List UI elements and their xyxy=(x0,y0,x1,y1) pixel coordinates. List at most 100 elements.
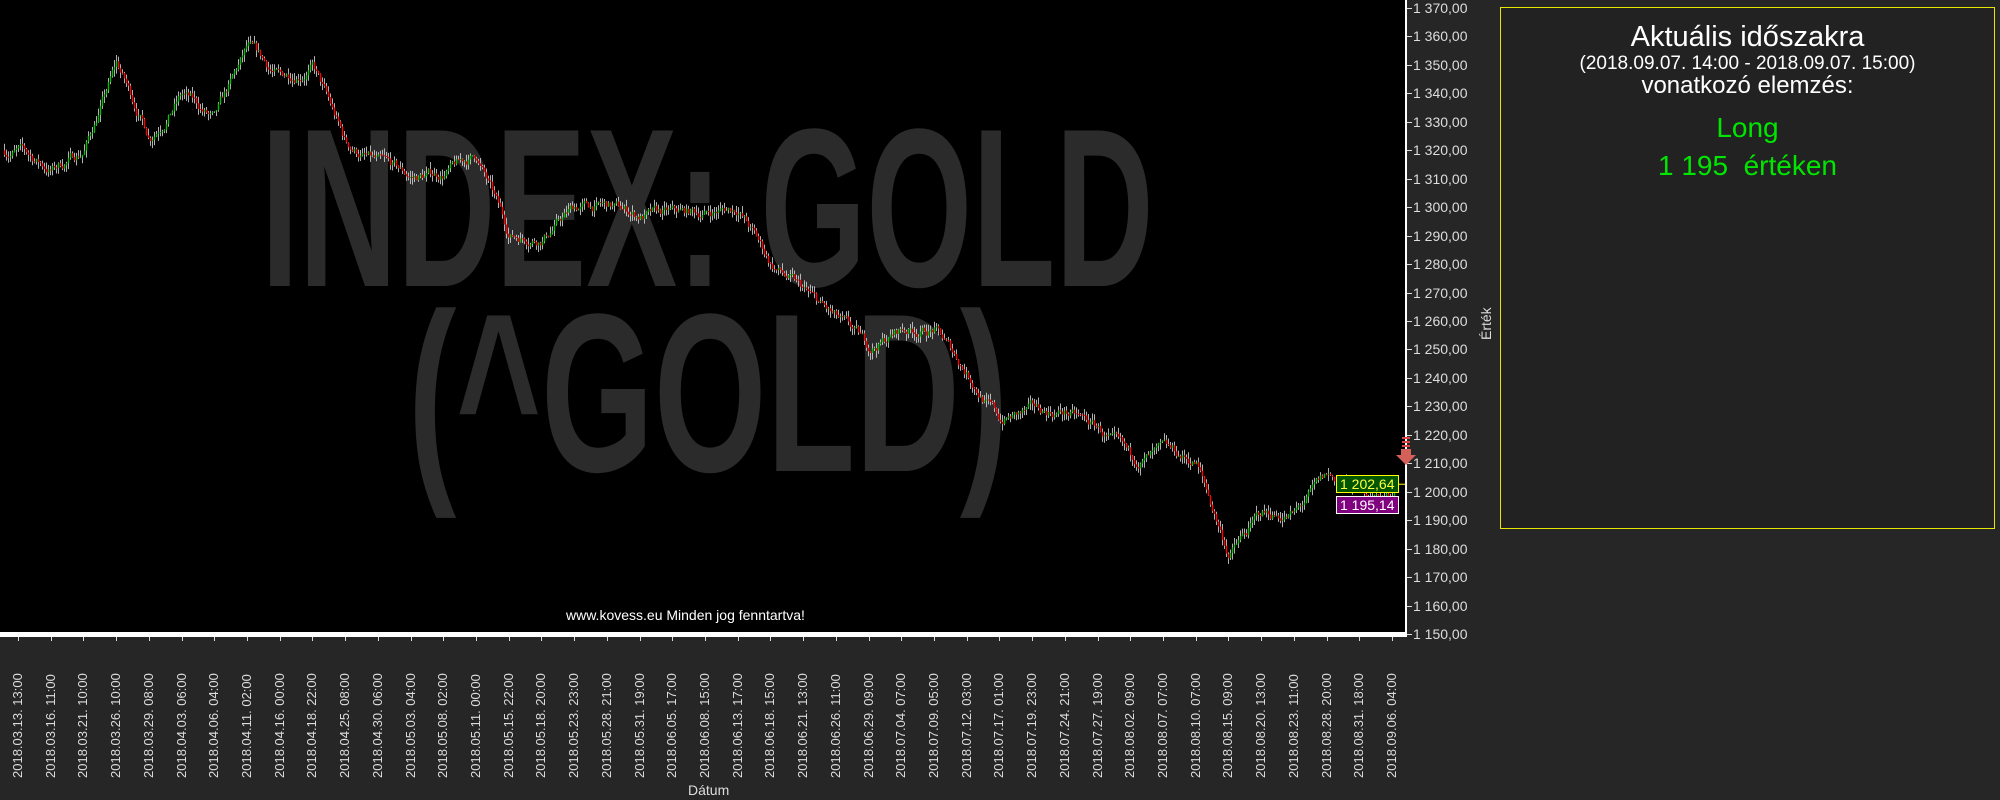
candle-body xyxy=(103,94,106,97)
candle-body xyxy=(159,131,162,133)
candle-body xyxy=(455,159,458,165)
candle-body xyxy=(341,126,344,136)
candle-body xyxy=(443,176,446,179)
analysis-panel: Aktuális időszakra (2018.09.07. 14:00 - … xyxy=(1500,7,1995,529)
x-tick-mark xyxy=(345,637,347,641)
candle-body xyxy=(509,234,512,238)
candle-body xyxy=(769,263,772,265)
candle-body xyxy=(603,201,606,203)
candle-body xyxy=(423,176,426,178)
candle-body xyxy=(1297,505,1300,508)
candle-body xyxy=(1193,461,1196,465)
candle-body xyxy=(355,149,358,154)
candle-body xyxy=(889,334,892,338)
y-tick-mark xyxy=(1407,178,1412,180)
candle-body xyxy=(1313,482,1316,485)
candle-body xyxy=(25,148,28,153)
candle-body xyxy=(809,290,812,292)
candle-body xyxy=(585,200,588,204)
y-tick-mark xyxy=(1407,321,1412,322)
candle-body xyxy=(323,84,326,87)
candle-body xyxy=(183,93,186,95)
candle-body xyxy=(491,181,494,191)
x-tick-label: 2018.05.03. 04:00 xyxy=(402,673,418,778)
candle-body xyxy=(801,286,804,288)
candle-body xyxy=(1259,515,1262,517)
candle-body xyxy=(969,377,972,384)
candle-body xyxy=(1171,445,1174,448)
candle-body xyxy=(419,174,422,177)
candle-body xyxy=(385,156,388,158)
candle-body xyxy=(1329,473,1332,476)
candle-body xyxy=(223,91,226,98)
candle-body xyxy=(497,196,500,203)
candle-body xyxy=(1091,420,1094,422)
candle-body xyxy=(575,207,578,211)
x-tick-label: 2018.03.13. 13:00 xyxy=(10,673,25,778)
candle-body xyxy=(997,413,1000,420)
candle-body xyxy=(929,329,932,332)
x-tick-mark xyxy=(214,637,216,641)
candle-body xyxy=(1373,494,1376,498)
candle-body xyxy=(663,207,666,211)
candle-body xyxy=(777,268,780,271)
x-tick-label: 2018.07.09. 05:00 xyxy=(926,673,941,778)
x-tick-label: 2018.08.10. 07:00 xyxy=(1187,673,1203,778)
candle-body xyxy=(825,304,828,309)
candle-body xyxy=(703,210,706,215)
candle-body xyxy=(1197,462,1200,468)
candle-body xyxy=(713,211,716,213)
candle-body xyxy=(1177,455,1180,457)
chart-plot-area[interactable]: INDEX: GOLD (^GOLD) www.kovess.eu Minden… xyxy=(0,0,1407,636)
candle-body xyxy=(877,344,880,351)
y-tick-mark xyxy=(1407,520,1412,522)
candle-body xyxy=(687,208,690,214)
candle-body xyxy=(525,241,528,245)
candle-body xyxy=(1311,484,1314,489)
candle-body xyxy=(843,316,846,318)
candle-body xyxy=(1031,400,1034,404)
candle-body xyxy=(17,145,20,149)
candle-body xyxy=(331,103,334,108)
candle-body xyxy=(1089,421,1092,425)
candle-body xyxy=(899,329,902,331)
sell-arrow-icon xyxy=(1396,437,1416,465)
candle-body xyxy=(263,58,266,61)
candle-body xyxy=(181,93,184,96)
candle-body xyxy=(147,135,150,138)
x-tick-mark xyxy=(1130,637,1132,641)
candle-body xyxy=(105,90,108,95)
candle-body xyxy=(715,211,718,214)
candle-body xyxy=(961,366,964,370)
candle-body xyxy=(407,176,410,178)
y-tick-mark xyxy=(1407,264,1412,266)
y-tick-mark xyxy=(1407,150,1412,152)
y-tick-label: 1 200,00 xyxy=(1413,483,1468,500)
candle-body xyxy=(875,348,878,351)
candle-body xyxy=(1087,420,1090,425)
candle-body xyxy=(1051,413,1054,418)
candle-body xyxy=(981,396,984,403)
panel-subtitle: vonatkozó elemzés: xyxy=(1641,72,1854,99)
candle-body xyxy=(543,234,546,242)
candle-body xyxy=(927,331,930,336)
y-tick-mark xyxy=(1407,235,1412,237)
candle-body xyxy=(859,332,862,334)
candle-body xyxy=(239,57,242,65)
x-tick-label: 2018.04.25. 08:00 xyxy=(337,673,353,778)
x-tick-mark xyxy=(83,637,85,641)
candle-body xyxy=(1295,507,1298,511)
x-tick-label: 2018.06.05. 17:00 xyxy=(664,673,680,778)
candle-body xyxy=(33,161,36,163)
candlestick-chart xyxy=(3,35,1407,564)
candle-body xyxy=(787,275,790,279)
candle-body xyxy=(405,174,408,177)
candle-body xyxy=(759,239,762,242)
candle-body xyxy=(653,205,656,208)
candle-body xyxy=(83,150,86,155)
candle-body xyxy=(427,168,430,173)
candle-body xyxy=(315,69,318,72)
candle-body xyxy=(781,270,784,273)
candle-body xyxy=(191,93,194,98)
candle-body xyxy=(845,316,848,318)
